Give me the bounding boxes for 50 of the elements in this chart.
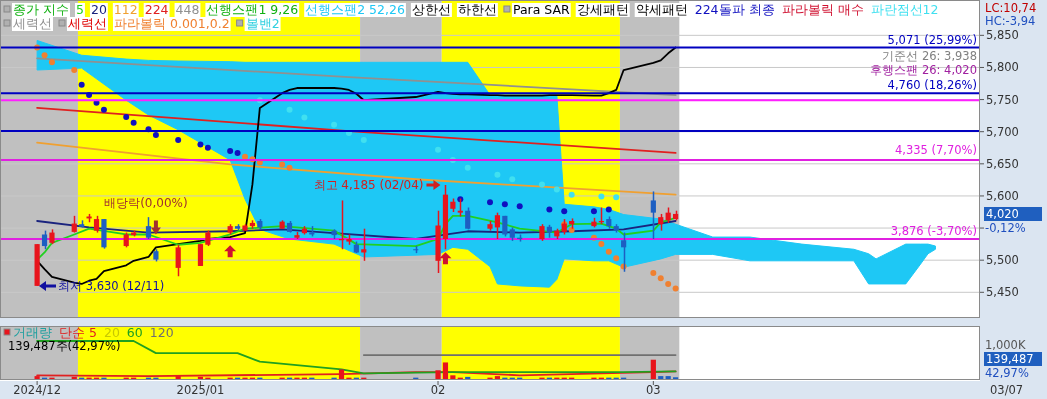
text: HC:-3,94 (985, 14, 1036, 28)
y-tick-label: 5,700 (986, 124, 1019, 139)
text: 파란점선12 (870, 2, 939, 17)
x-tick-label: 2025/01 (176, 383, 225, 397)
annotation: 4,335 (7,70%) (894, 143, 977, 157)
text: 5 (75, 2, 84, 17)
x-tick-label: 2024/12 (13, 383, 62, 397)
annotation: 선행스팬1 9,26 (206, 2, 299, 17)
annotation: 약세패턴 (635, 2, 688, 17)
y-tick-label: 5,500 (986, 253, 1019, 268)
y-tick-label: 5,800 (986, 60, 1019, 75)
text: 42,97% (985, 366, 1029, 380)
annotation: 최고 4,185 (02/04) (313, 178, 424, 193)
annotation: 기준선 26: 3,938 (882, 49, 977, 63)
text: 20 (90, 2, 107, 17)
x-tick-label: 02 (430, 383, 446, 397)
y-tick-label: 5,750 (986, 92, 1019, 107)
text: 224 (144, 2, 169, 17)
annotation: 종가 지수 (13, 2, 69, 17)
annotation: 볼밴2 (245, 16, 280, 31)
legend-label: 선행스팬2 52,26 (305, 2, 405, 17)
text: LC:10,74 (985, 1, 1037, 15)
text: 448 (175, 2, 200, 17)
annotation: 3,876 (-3,70%) (890, 224, 977, 238)
text: 1,000K (985, 338, 1026, 352)
annotation: 5,071 (25,99%) (887, 33, 977, 47)
y-tick-label: 5,600 (986, 188, 1019, 203)
annotation: 상한선 (411, 2, 451, 17)
annotation: 강세패턴 (576, 2, 629, 17)
text: 03/07 (990, 383, 1024, 397)
y-tick-label: 5,850 (986, 28, 1019, 43)
text: 139,487 (986, 352, 1034, 366)
annotation: Para SAR (512, 2, 571, 17)
text: 4,020 (986, 207, 1019, 221)
text: 파라볼릭 매수 (781, 2, 864, 17)
annotation: 4,760 (18,26%) (887, 78, 977, 92)
annotation: 후행스팬 26: 4,020 (870, 63, 977, 77)
annotation: 세력선 (13, 16, 52, 31)
annotation: 하한선 (457, 2, 497, 17)
text: 112 (113, 2, 138, 17)
text: 파라볼릭 0.001,0.2 (114, 16, 230, 31)
text: 224돌파 최종 (694, 2, 775, 17)
y-tick-label: 5,650 (986, 156, 1019, 171)
annotation: 배당락(0,00%) (104, 196, 188, 211)
x-tick-label: 03 (646, 383, 661, 397)
annotation: 세력선 (68, 16, 107, 31)
series-label: 60 (126, 325, 143, 340)
y-tick-label: 5,450 (986, 285, 1019, 300)
legend-label: 거래량 (13, 325, 52, 340)
text: -0,12% (985, 221, 1026, 235)
